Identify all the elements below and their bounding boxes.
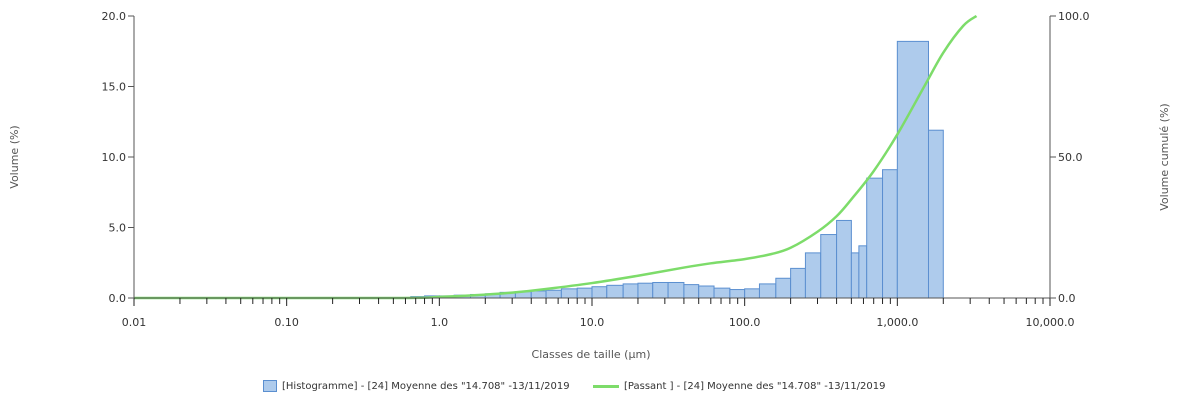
histogram-bar	[622, 283, 639, 299]
histogram-bar	[858, 245, 868, 299]
histogram-bar	[820, 234, 838, 299]
y-right-tick-label: 100.0	[1058, 10, 1090, 23]
histogram-bar	[729, 289, 746, 299]
histogram-bar	[850, 252, 860, 299]
y-left-tick-label: 20.0	[102, 10, 127, 23]
cumulative-line	[133, 14, 978, 300]
x-tick-label: 0.10	[274, 316, 299, 329]
histogram-bar	[804, 252, 822, 299]
y-axis-left-title: Volume (%)	[8, 125, 21, 188]
histogram-bar	[896, 40, 929, 299]
legend-item-histogram[interactable]: [Histogramme] - [24] Moyenne des "14.708…	[263, 380, 593, 392]
histogram-bar	[530, 290, 547, 299]
histogram-bar	[775, 277, 792, 299]
chart-legend: [Histogramme] - [24] Moyenne des "14.708…	[263, 378, 938, 394]
histogram-bar	[560, 288, 578, 299]
histogram-bar	[683, 284, 700, 299]
y-right-tick-label: 50.0	[1058, 151, 1083, 164]
histogram-bar	[698, 285, 715, 299]
legend-item-passant[interactable]: [Passant ] - [24] Moyenne des "14.708" -…	[593, 381, 938, 392]
y-left-tick-label: 5.0	[109, 222, 127, 235]
tick-labels: 0.01 0.10 1.0 10.0 100.0 1,000.0 10,000.0 0.0 5.…	[102, 10, 1090, 329]
y-left-tick-label: 15.0	[102, 81, 127, 94]
legend-label-histogram: [Histogramme] - [24] Moyenne des "14.708…	[282, 380, 570, 392]
histogram-bar	[667, 281, 685, 299]
histogram-bar	[606, 284, 624, 299]
y-left-tick-label: 0.0	[109, 292, 127, 305]
legend-label-passant: [Passant ] - [24] Moyenne des "14.708" -…	[624, 380, 886, 392]
histogram-bar	[790, 267, 806, 299]
histogram-bar	[576, 287, 593, 299]
histogram-bar	[545, 289, 562, 299]
y-left-tick-label: 10.0	[102, 151, 127, 164]
x-tick-label: 1.0	[431, 316, 449, 329]
histogram-bar	[927, 129, 944, 299]
histogram-bars	[410, 40, 944, 299]
cumulative-curve	[133, 14, 978, 300]
y-right-tick-label: 0.0	[1058, 292, 1076, 305]
x-axis-title: Classes de taille (µm)	[532, 348, 651, 361]
histogram-bar	[758, 283, 777, 299]
x-tick-label: 100.0	[729, 316, 761, 329]
line-swatch-icon	[593, 384, 619, 388]
histogram-bar	[866, 177, 884, 299]
histogram-swatch-icon	[263, 380, 277, 392]
histogram-bar	[637, 282, 654, 299]
particle-size-chart: 0.01 0.10 1.0 10.0 100.0 1,000.0 10,000.0 0.0 5.…	[8, 10, 1171, 361]
x-tick-label: 10.0	[580, 316, 605, 329]
histogram-bar	[882, 169, 898, 299]
histogram-bar	[713, 287, 731, 299]
x-tick-label: 1,000.0	[876, 316, 918, 329]
chart-axes	[128, 15, 1056, 306]
x-tick-label: 0.01	[122, 316, 147, 329]
histogram-bar	[836, 219, 852, 299]
y-axis-right-title: Volume cumulé (%)	[1158, 103, 1171, 210]
x-tick-label: 10,000.0	[1026, 316, 1075, 329]
histogram-bar	[744, 288, 760, 299]
histogram-bar	[652, 281, 669, 299]
histogram-bar	[591, 286, 608, 299]
